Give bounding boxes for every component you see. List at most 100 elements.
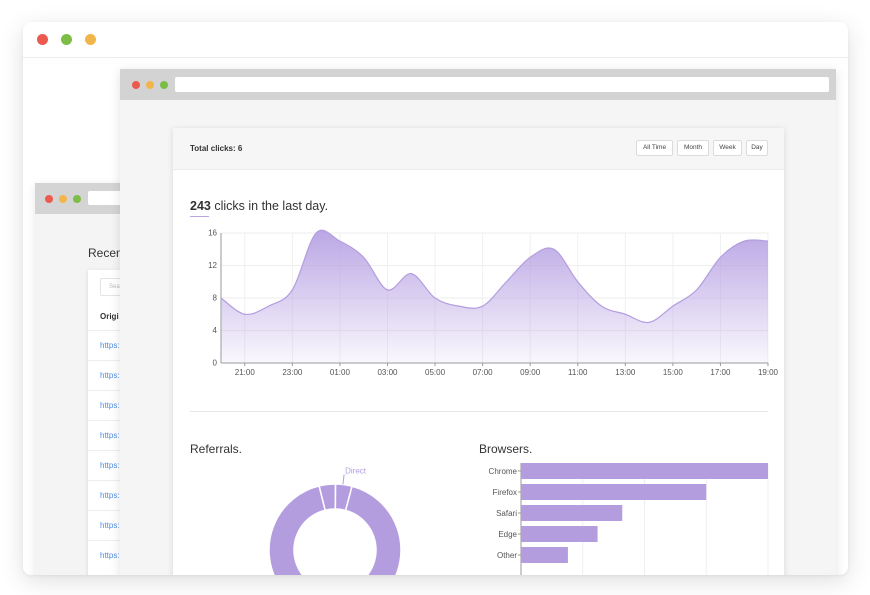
total-clicks-label: Total clicks: [190, 144, 236, 153]
y-tick-label: 0 [213, 359, 218, 368]
column-header-original: Origi [100, 312, 119, 321]
browsers-title: Browsers. [479, 442, 533, 456]
y-tick-label: 16 [208, 229, 217, 238]
data-point[interactable] [599, 303, 605, 309]
data-point[interactable] [361, 254, 367, 260]
clicks-area-fill [221, 230, 768, 363]
recent-heading: Recen [88, 246, 123, 260]
browser-bar[interactable] [521, 526, 598, 542]
link-url[interactable]: https: [100, 551, 120, 560]
clicks-area-chart: 0 4 8 12 16 21:00 23:00 01:00 03:00 05:00 07:00 09:… [208, 229, 779, 378]
zoom-button[interactable] [160, 81, 168, 89]
data-point[interactable] [289, 287, 295, 293]
data-point[interactable] [242, 311, 248, 317]
data-point[interactable] [456, 303, 462, 309]
x-tick-label: 19:00 [758, 368, 779, 377]
data-point[interactable] [527, 254, 533, 260]
close-button[interactable] [37, 34, 48, 45]
y-tick-label: 8 [213, 294, 218, 303]
direct-label: Direct [345, 467, 367, 476]
minimize-button[interactable] [59, 195, 67, 203]
data-point[interactable] [218, 295, 224, 301]
data-point[interactable] [765, 238, 771, 244]
x-tick-label: 05:00 [425, 368, 446, 377]
data-point[interactable] [384, 287, 390, 293]
data-point[interactable] [337, 238, 343, 244]
x-tick-label: 13:00 [615, 368, 636, 377]
browser-bar[interactable] [521, 484, 707, 500]
link-url[interactable]: https: [100, 461, 120, 470]
section-divider [190, 411, 768, 412]
headline-underline [190, 216, 209, 217]
referrals-donut-chart: Direct [268, 467, 402, 575]
data-point[interactable] [741, 238, 747, 244]
link-url[interactable]: https: [100, 521, 120, 530]
data-point[interactable] [575, 279, 581, 285]
x-tick-label: 03:00 [377, 368, 398, 377]
data-point[interactable] [670, 303, 676, 309]
data-point[interactable] [717, 254, 723, 260]
zoom-button[interactable] [85, 34, 96, 45]
referrals-title: Referrals. [190, 442, 243, 456]
direct-callout-line [342, 474, 345, 485]
minimize-button[interactable] [61, 34, 72, 45]
browser-label: Other [497, 551, 517, 560]
stats-card: Total clicks: 6 All Time Month Week Day … [173, 128, 784, 575]
clicks-count: 243 [190, 199, 211, 213]
clicks-headline-text: clicks in the last day. [214, 199, 329, 213]
data-point[interactable] [503, 279, 509, 285]
link-url[interactable]: https: [100, 401, 120, 410]
link-url[interactable]: https: [100, 371, 120, 380]
link-url[interactable]: https: [100, 431, 120, 440]
browser-label: Safari [496, 509, 517, 518]
total-clicks-value: 6 [237, 144, 243, 153]
stats-header: Total clicks: 6 All Time Month Week Day [173, 128, 784, 170]
x-tick-label: 15:00 [663, 368, 684, 377]
y-tick-label: 12 [208, 261, 217, 270]
data-point[interactable] [551, 246, 557, 252]
data-point[interactable] [432, 295, 438, 301]
minimize-button[interactable] [146, 81, 154, 89]
x-tick-label: 01:00 [330, 368, 351, 377]
browser-bar[interactable] [521, 505, 623, 521]
x-tick-label: 09:00 [520, 368, 541, 377]
data-point[interactable] [480, 303, 486, 309]
x-tick-label: 23:00 [282, 368, 303, 377]
clicks-series-line [220, 229, 769, 324]
data-point[interactable] [408, 271, 414, 277]
browser-label: Firefox [493, 488, 517, 497]
zoom-button[interactable] [73, 195, 81, 203]
x-tick-label: 17:00 [710, 368, 731, 377]
referral-slice[interactable] [268, 485, 402, 575]
total-clicks: Total clicks: 6 [190, 144, 242, 153]
data-point[interactable] [646, 319, 652, 325]
data-point[interactable] [313, 230, 319, 236]
address-bar[interactable] [175, 77, 829, 92]
x-tick-label: 07:00 [473, 368, 494, 377]
range-month-button[interactable]: Month [677, 140, 709, 156]
y-tick-label: 4 [213, 326, 218, 335]
data-point[interactable] [622, 311, 628, 317]
close-button[interactable] [132, 81, 140, 89]
front-titlebar [120, 69, 836, 100]
close-button[interactable] [45, 195, 53, 203]
x-tick-label: 21:00 [235, 368, 256, 377]
link-url[interactable]: https: [100, 341, 120, 350]
link-url[interactable]: https: [100, 491, 120, 500]
browser-label: Chrome [489, 467, 518, 476]
clicks-headline: 243 clicks in the last day. [190, 199, 328, 213]
outer-window: Recen Sear Origi https: https: https: ht… [23, 22, 848, 575]
browsers-bar-chart: Chrome Firefox Safari Edge Other [489, 463, 769, 575]
data-point[interactable] [694, 287, 700, 293]
browser-bar[interactable] [521, 547, 568, 563]
referral-slice[interactable] [334, 483, 353, 512]
range-day-button[interactable]: Day [746, 140, 768, 156]
outer-titlebar [23, 22, 848, 58]
browser-bar[interactable] [521, 463, 768, 479]
browser-label: Edge [498, 530, 517, 539]
range-all-time-button[interactable]: All Time [636, 140, 673, 156]
x-tick-label: 11:00 [568, 368, 588, 377]
range-week-button[interactable]: Week [713, 140, 742, 156]
front-browser-window: Total clicks: 6 All Time Month Week Day … [120, 69, 836, 575]
data-point[interactable] [266, 303, 272, 309]
